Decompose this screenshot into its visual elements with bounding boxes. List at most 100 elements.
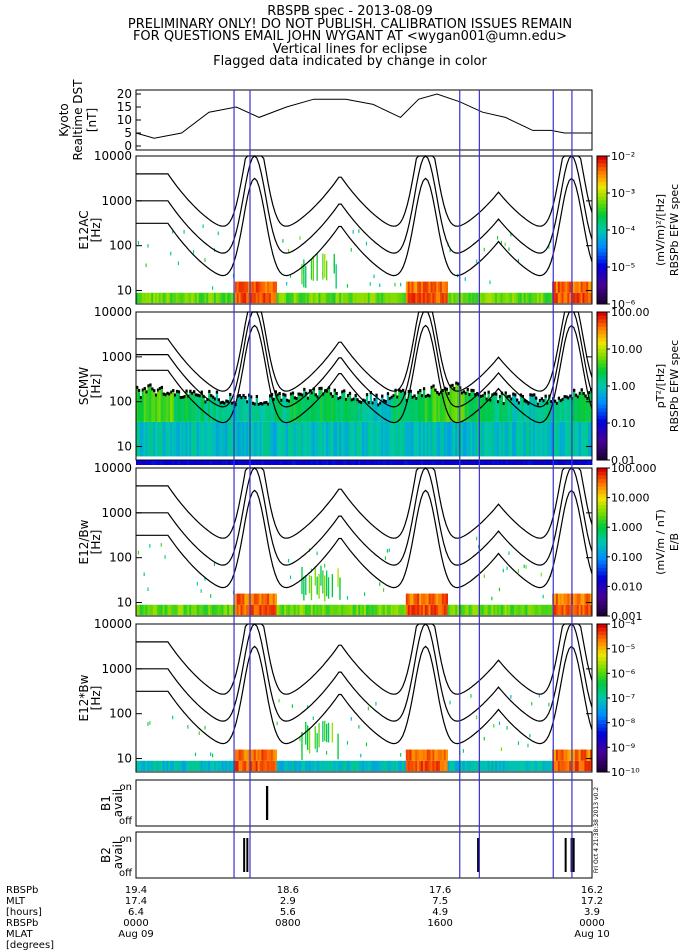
spectrum-cell — [567, 421, 570, 457]
spectrum-cell — [384, 760, 388, 772]
spectrum-cell — [147, 244, 149, 248]
spectrum-cell — [147, 604, 150, 616]
spectrum-cell — [561, 760, 564, 772]
spectrum-cell — [381, 604, 384, 616]
spectrum-cell — [295, 460, 298, 465]
spectrum-cell — [574, 760, 578, 772]
spectrum-cell — [174, 421, 177, 457]
spectrum-cell — [472, 604, 475, 616]
spectrum-cell — [339, 760, 342, 772]
spectrum-cell — [291, 292, 295, 304]
spectrum-cell — [223, 401, 226, 405]
spectrum-cell — [462, 421, 466, 457]
spectrum-cell — [139, 398, 143, 422]
spectrum-cell — [379, 604, 382, 616]
spectrum-cell — [517, 604, 521, 616]
spectrum-cell — [257, 604, 260, 616]
spectrum-cell — [519, 395, 523, 422]
spectrum-cell — [149, 292, 152, 304]
spectrum-cell — [500, 421, 504, 457]
spectrum-cell — [358, 460, 361, 465]
spectrum-cell — [196, 760, 200, 772]
spectrum-cell — [261, 760, 264, 772]
spectrum-cell — [322, 460, 325, 465]
colorbar-cell — [597, 490, 607, 495]
spectrum-cell — [187, 396, 190, 422]
spectrum-cell — [172, 421, 175, 457]
panel-background — [136, 624, 592, 772]
spectrum-cell — [215, 390, 219, 394]
spectrum-cell — [324, 460, 327, 465]
spectrum-cell — [141, 388, 144, 392]
spectrum-cell — [407, 593, 410, 605]
spectrum-cell — [234, 281, 238, 293]
spectrum-cell — [166, 421, 169, 457]
spectrum-cell — [573, 388, 576, 392]
spectrum-cell — [422, 460, 426, 465]
spectrum-cell — [557, 460, 561, 465]
colorbar-cell — [597, 285, 607, 290]
spectrum-cell — [531, 701, 533, 706]
spectrum-cell — [223, 292, 226, 304]
colorbar-cell — [597, 538, 607, 543]
spectrum-cell — [377, 405, 380, 422]
footer-time-value: 0000 — [123, 918, 148, 929]
spectrum-cell — [143, 604, 146, 616]
spectrum-cell — [438, 760, 441, 772]
spectrum-cell — [316, 460, 319, 465]
colorbar-cell — [597, 742, 607, 747]
spectrum-cell — [153, 391, 156, 422]
spectrum-cell — [540, 292, 543, 304]
spectrum-cell — [356, 760, 359, 772]
spectrum-cell — [504, 391, 507, 395]
availability-bar — [570, 838, 575, 872]
spectrum-cell — [225, 421, 228, 457]
spectrum-cell — [384, 401, 388, 422]
colorbar-cell — [597, 178, 607, 183]
spectrum-cell — [238, 281, 241, 293]
spectrum-cell — [280, 760, 283, 772]
spectrum-cell — [466, 389, 469, 422]
spectrum-cell — [474, 460, 477, 465]
spectrum-cell — [364, 292, 367, 304]
spectrum-cell — [535, 760, 538, 772]
spectrum-cell — [576, 760, 580, 772]
spectrum-cell — [221, 460, 224, 465]
colorbar-cell — [597, 668, 607, 673]
spectrum-cell — [523, 760, 526, 772]
spectrum-cell — [189, 421, 192, 457]
spectrum-cell — [240, 749, 243, 761]
spectrum-cell — [457, 384, 460, 422]
spectrum-cell — [590, 460, 593, 465]
spectrum-cell — [274, 281, 277, 293]
spectrum-cell — [198, 292, 201, 304]
spectrum-cell — [253, 281, 257, 293]
spectrum-cell — [481, 394, 485, 398]
colorbar-cell — [597, 196, 607, 201]
spectrum-cell — [187, 421, 190, 457]
colorbar-cell — [597, 686, 607, 692]
spectrum-cell — [485, 421, 488, 457]
colorbar-cell — [597, 300, 607, 305]
spectrum-cell — [464, 421, 467, 457]
spectrum-cell — [567, 398, 570, 422]
spectrum-cell — [365, 460, 369, 465]
spectrum-cell — [411, 281, 414, 293]
spectrum-cell — [386, 604, 390, 616]
spectrum-cell — [320, 421, 323, 457]
colorbar-cell — [597, 560, 607, 565]
spectrum-cell — [297, 392, 300, 396]
spectrum-cell — [284, 604, 287, 616]
spectrum-cell — [335, 604, 338, 616]
spectrum-cell — [396, 460, 399, 465]
spectrum-cell — [388, 460, 391, 465]
spectrum-cell — [443, 281, 447, 293]
spectrum-cell — [155, 395, 158, 422]
spectrum-cell — [533, 460, 536, 465]
spectrum-cell — [147, 722, 149, 726]
colorbar-cell — [597, 292, 607, 298]
spectrum-cell — [434, 593, 437, 605]
spectrum-cell — [586, 292, 589, 304]
spectrum-cell — [253, 421, 257, 457]
spectrum-cell — [303, 387, 306, 391]
